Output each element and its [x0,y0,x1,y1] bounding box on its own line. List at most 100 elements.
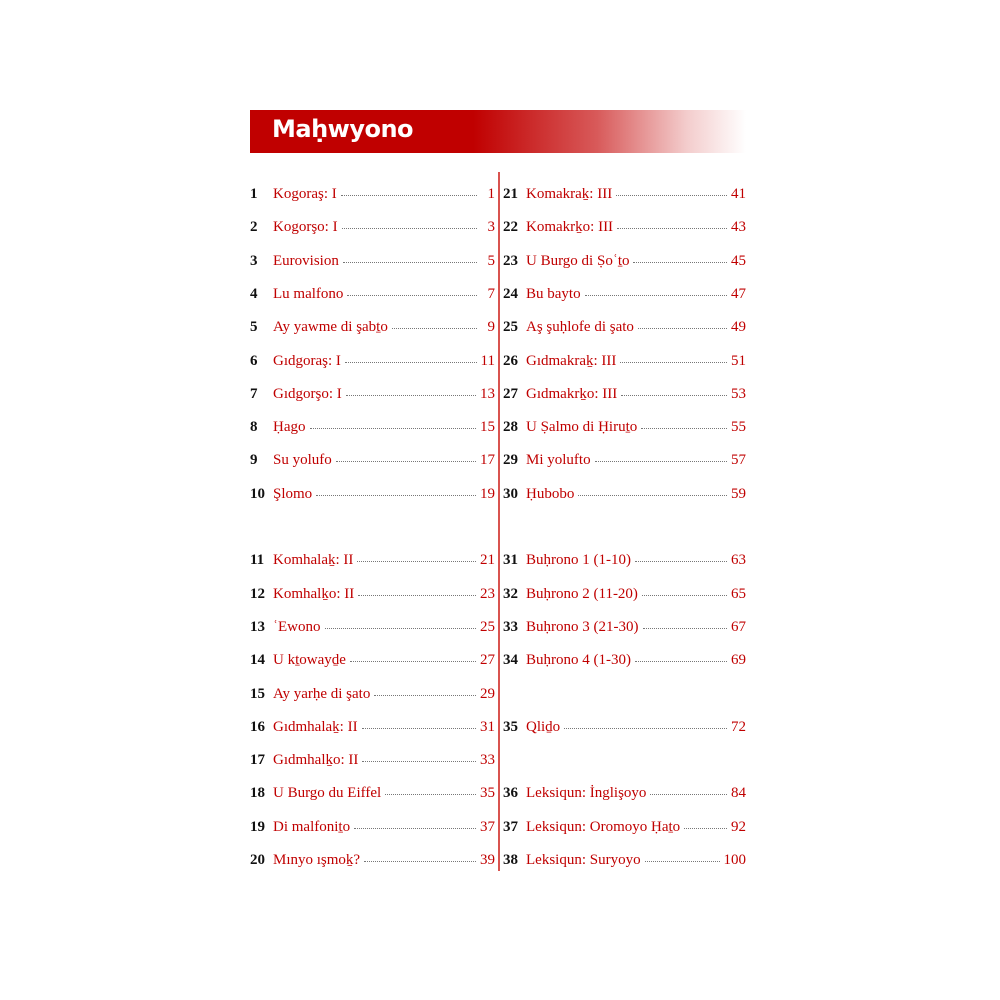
toc-entry[interactable]: 16 Gıdmhalaḵ: II 31 [250,717,495,737]
entry-title[interactable]: Gıdmhalḵo: II [273,752,359,769]
toc-entry[interactable]: 31 Buḥrono 1 (1-10) 63 [503,550,746,570]
entry-page-number: 84 [731,785,746,802]
toc-entry[interactable]: 26 Gıdmakraḵ: III 51 [503,351,746,371]
entry-title[interactable]: Mi yolufto [526,452,591,469]
toc-entry[interactable]: 13 ʿEwono 25 [250,617,495,637]
entry-title[interactable]: Qliḏo [526,718,561,735]
entry-title[interactable]: Bu bayto [526,285,581,302]
dot-leader [617,228,727,230]
toc-entry[interactable]: 29 Mi yolufto 57 [503,450,746,470]
dot-leader [357,561,476,563]
entry-title[interactable]: Lu malfono [273,285,344,302]
entry-title[interactable]: Mınyo ışmoḵ? [273,852,361,868]
toc-entry[interactable]: 12 Komhalḵo: II 23 [250,584,495,604]
entry-title[interactable]: Komakrḵo: III [526,219,614,236]
entry-title[interactable]: U Burgo du Eiffel [273,785,382,802]
entry-page-number: 13 [480,385,495,402]
column-divider [498,172,500,871]
toc-entry[interactable]: 11 Komhalaḵ: II 21 [250,550,495,570]
toc-entry[interactable]: 33 Buḥrono 3 (21-30) 67 [503,617,746,637]
toc-entry[interactable]: 34 Buḥrono 4 (1-30) 69 [503,650,746,670]
entry-title[interactable]: Eurovision [273,252,339,269]
entry-title[interactable]: U Burgo di Ṣoʿṯo [526,252,630,269]
entry-title[interactable]: U Ṣalmo di Ḥiruṯo [526,419,638,436]
toc-entry[interactable]: 14 U kṯowayḏe 27 [250,650,495,670]
toc-entry[interactable]: 28 U Ṣalmo di Ḥiruṯo 55 [503,417,746,437]
entry-title[interactable]: Gıdmakraḵ: III [526,352,617,369]
entry-page-number: 67 [731,618,746,635]
entry-title[interactable]: Leksiqun: Oromoyo Ḥaṯo [526,818,681,835]
toc-entry[interactable]: 38 Leksiqun: Suryoyo 100 [503,850,746,870]
entry-page-number: 15 [480,419,495,436]
entry-title[interactable]: Kogorşo: I [273,219,338,236]
toc-entry[interactable]: 7 Gıdgorşo: I 13 [250,384,495,404]
toc-entry[interactable]: 19 Di malfoniṯo 37 [250,817,495,837]
entry-number: 18 [250,785,265,802]
entry-title[interactable]: Di malfoniṯo [273,818,351,835]
entry-title[interactable]: Komhalaḵ: II [273,552,354,569]
toc-entry[interactable]: 5 Ay yawme di şabṯo 9 [250,317,495,337]
entry-title[interactable]: Leksiqun: İnglişoyo [526,785,647,802]
entry-number: 21 [503,186,518,202]
toc-entry[interactable]: 17 Gıdmhalḵo: II 33 [250,750,495,770]
entry-number: 14 [250,652,265,669]
toc-entry[interactable]: 30 Ḥubobo 59 [503,484,746,504]
entry-title[interactable]: Buḥrono 2 (11-20) [526,585,638,602]
toc-entry[interactable]: 27 Gıdmakrḵo: III 53 [503,384,746,404]
dot-leader [391,328,477,330]
entry-page-number: 19 [480,485,495,502]
toc-entry[interactable]: 2 Kogorşo: I 3 [250,217,495,237]
toc-entry[interactable]: 32 Buḥrono 2 (11-20) 65 [503,584,746,604]
toc-entry[interactable]: 22 Komakrḵo: III 43 [503,217,746,237]
entry-title[interactable]: Buḥrono 4 (1-30) [526,652,631,669]
toc-entry[interactable]: 36 Leksiqun: İnglişoyo 84 [503,783,746,803]
toc-entry[interactable]: 25 Aş şuḥlofe di şato 49 [503,317,746,337]
entry-title[interactable]: Gıdmakrḵo: III [526,385,618,402]
toc-entry[interactable]: 9 Su yolufo 17 [250,450,495,470]
entry-title[interactable]: Kogoraş: I [273,186,337,202]
dot-leader [354,827,476,829]
entry-title[interactable]: Buḥrono 3 (21-30) [526,618,639,635]
entry-page-number: 23 [480,585,495,602]
entry-title[interactable]: Ḥubobo [526,485,575,502]
entry-title[interactable]: Ay yarḥe di şato [273,685,371,702]
toc-entry[interactable]: 37 Leksiqun: Oromoyo Ḥaṯo 92 [503,817,746,837]
toc-entry[interactable]: 35 Qliḏo 72 [503,717,746,737]
entry-page-number: 31 [480,718,495,735]
entry-title[interactable]: U kṯowayḏe [273,652,346,669]
entry-title[interactable]: Komhalḵo: II [273,585,355,602]
entry-page-number: 41 [731,186,746,202]
entry-title[interactable]: Gıdgorşo: I [273,385,342,402]
toc-entry[interactable]: 10 Şlomo 19 [250,484,495,504]
entry-number: 38 [503,852,518,868]
dot-leader [633,261,727,263]
entry-number: 17 [250,752,265,769]
entry-title[interactable]: Ay yawme di şabṯo [273,319,388,336]
entry-title[interactable]: Su yolufo [273,452,332,469]
entry-page-number: 51 [731,352,746,369]
toc-entry[interactable]: 21 Komakraḵ: III 41 [503,184,746,204]
dot-leader [341,228,477,230]
toc-entry[interactable]: 24 Bu bayto 47 [503,284,746,304]
toc-entry[interactable]: 20 Mınyo ışmoḵ? 39 [250,850,495,870]
entry-title[interactable]: Leksiqun: Suryoyo [526,852,641,868]
toc-entry[interactable]: 23 U Burgo di Ṣoʿṯo 45 [503,251,746,271]
entry-title[interactable]: Gıdmhalaḵ: II [273,718,358,735]
entry-title[interactable]: Komakraḵ: III [526,186,613,202]
toc-entry[interactable]: 8 Ḥago 15 [250,417,495,437]
toc-entry[interactable]: 1 Kogoraş: I 1 [250,184,495,204]
entry-title[interactable]: Ḥago [273,419,306,436]
entry-title[interactable]: Şlomo [273,485,313,502]
entry-title[interactable]: ʿEwono [273,618,321,635]
toc-entry[interactable]: 3 Eurovision 5 [250,251,495,271]
toc-entry[interactable]: 15 Ay yarḥe di şato 29 [250,684,495,704]
entry-title[interactable]: Buḥrono 1 (1-10) [526,552,631,569]
entry-title[interactable]: Aş şuḥlofe di şato [526,319,634,336]
toc-entry[interactable]: 6 Gıdgoraş: I 11 [250,351,495,371]
entry-title[interactable]: Gıdgoraş: I [273,352,341,369]
entry-page-number: 63 [731,552,746,569]
dot-leader [362,761,476,763]
toc-entry[interactable]: 18 U Burgo du Eiffel 35 [250,783,495,803]
entry-number: 25 [503,319,518,336]
toc-entry[interactable]: 4 Lu malfono 7 [250,284,495,304]
